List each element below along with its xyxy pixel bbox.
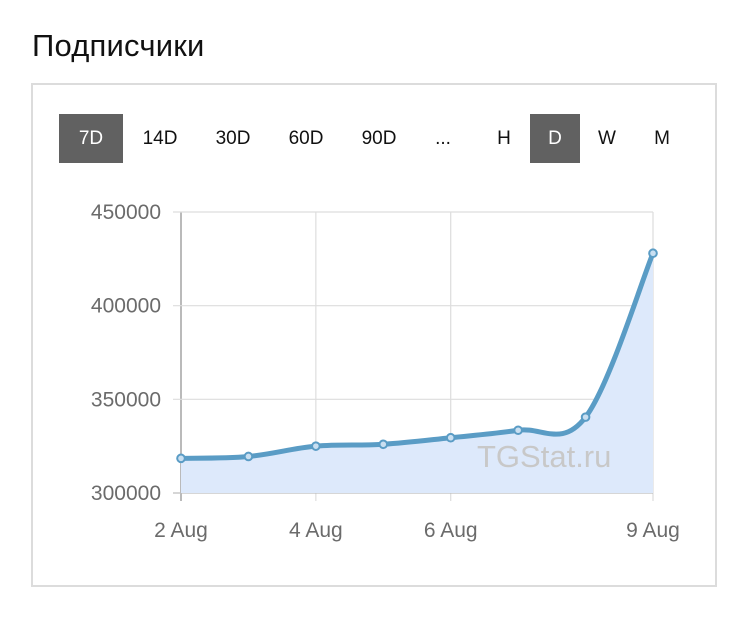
subscribers-chart: TGStat.ru 300000 350000 400000 450000 2 Aug… <box>91 201 680 542</box>
y-tick-label: 400000 <box>91 295 161 318</box>
data-points <box>176 248 658 464</box>
data-point <box>311 441 321 451</box>
range-button-more[interactable]: ... <box>435 127 451 149</box>
page-title: Подписчики <box>32 28 205 63</box>
series-line <box>178 250 656 461</box>
data-point <box>648 248 658 259</box>
watermark-text: TGStat.ru <box>477 439 611 474</box>
data-point <box>176 453 186 464</box>
x-axis-labels: 2 Aug 4 Aug 6 Aug 9 Aug <box>154 519 680 542</box>
x-tick-label: 6 Aug <box>424 519 478 542</box>
x-tick-label: 9 Aug <box>626 519 680 542</box>
granularity-button-week[interactable]: W <box>598 127 616 149</box>
data-point <box>445 432 456 443</box>
data-point <box>378 439 389 450</box>
data-point <box>580 412 591 422</box>
data-point <box>513 425 523 436</box>
y-tick-label: 350000 <box>91 388 161 411</box>
data-point <box>243 451 254 462</box>
y-axis-labels: 300000 350000 400000 450000 <box>91 201 161 505</box>
x-tick-label: 2 Aug <box>154 519 208 542</box>
range-button-14d[interactable]: 14D <box>142 127 178 149</box>
y-tick-label: 450000 <box>91 201 161 224</box>
granularity-button-hour[interactable]: H <box>497 127 511 149</box>
chart-card: 7D 14D 30D 60D 90D ... H D W M TGStat.ru… <box>31 83 717 587</box>
granularity-button-day[interactable]: D <box>530 114 580 163</box>
x-tick-label: 4 Aug <box>289 519 343 542</box>
range-button-30d[interactable]: 30D <box>215 127 251 149</box>
range-button-60d[interactable]: 60D <box>288 127 324 149</box>
y-tick-label: 300000 <box>91 482 161 505</box>
range-button-7d[interactable]: 7D <box>59 114 123 163</box>
range-button-90d[interactable]: 90D <box>361 127 397 149</box>
granularity-button-month[interactable]: M <box>654 127 670 149</box>
